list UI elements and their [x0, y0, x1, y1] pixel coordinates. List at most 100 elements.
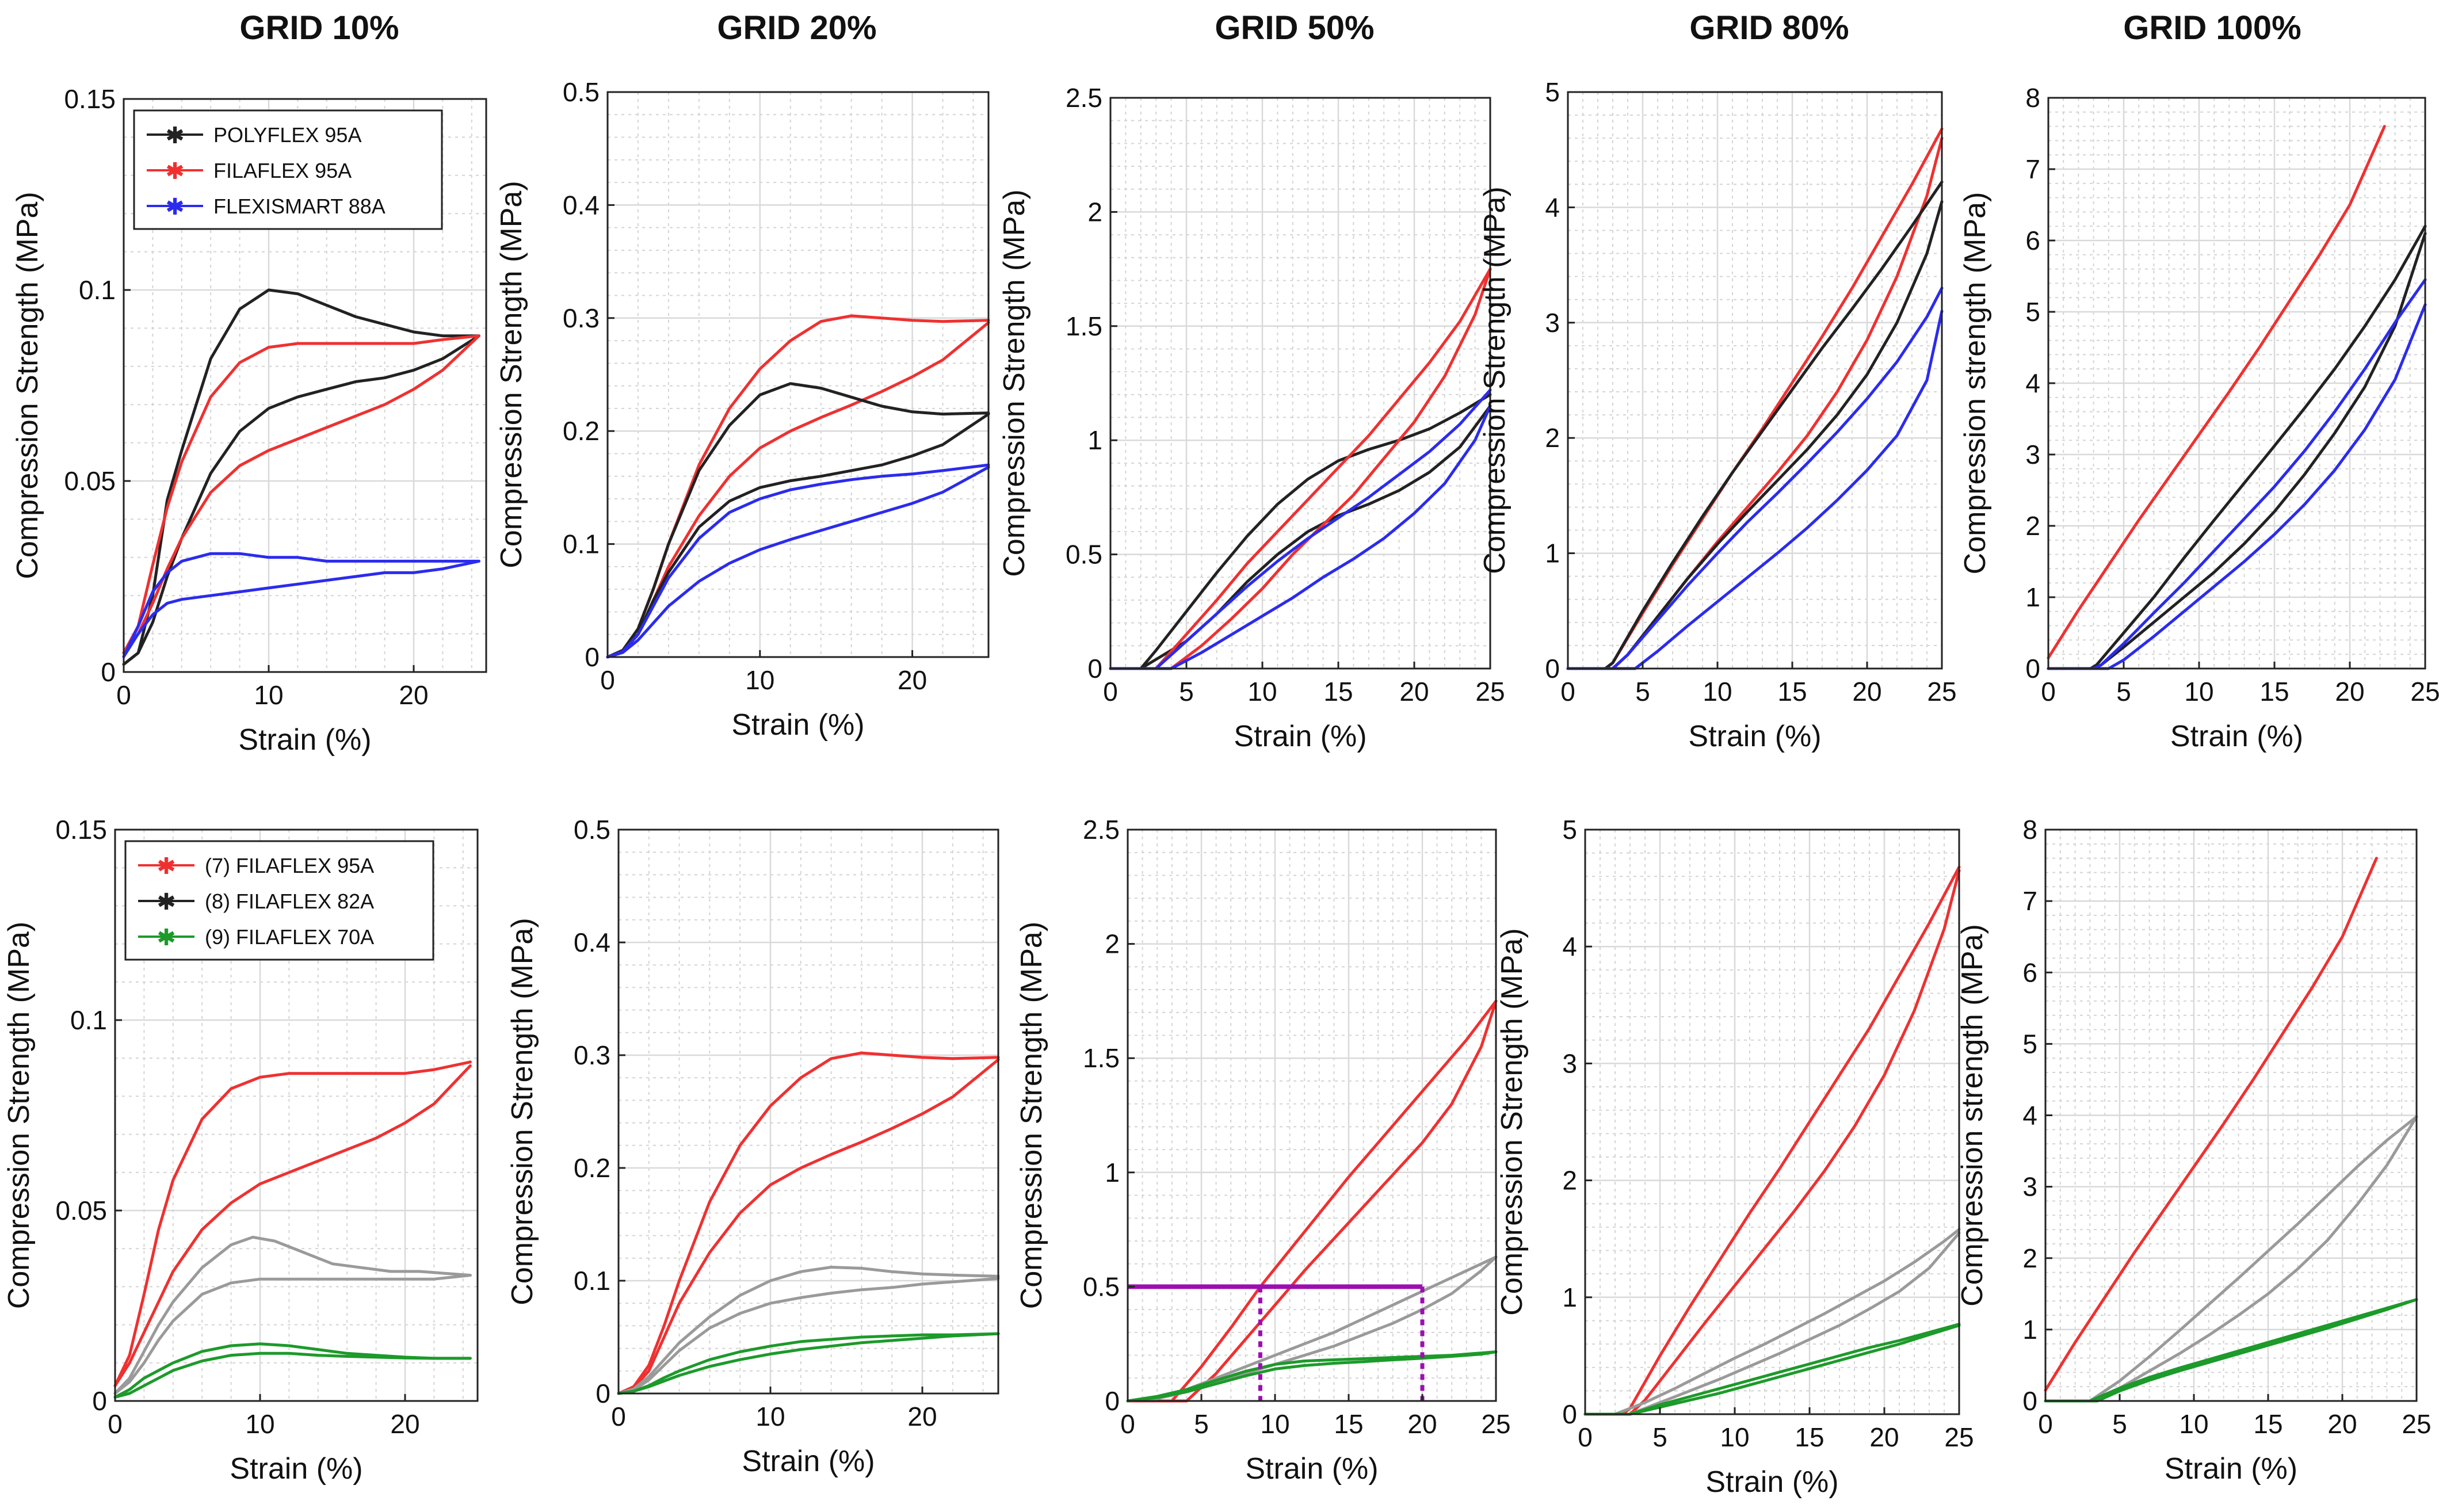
plot-frame: [123, 98, 487, 673]
y-tick-label: 0.05: [55, 1196, 107, 1225]
plot-frame: [1584, 828, 1960, 1415]
y-tick-label: 1: [1545, 539, 1560, 568]
tick-labels: 0 5 10 15 20 25 0 1 2 3 4 5 6 7 8: [2022, 815, 2431, 1439]
series-line-7-filaflex-95a-0: [617, 1051, 1000, 1395]
series-line-8-filaflex-82a-3: [113, 1274, 472, 1395]
y-tick-label: 1: [1087, 425, 1102, 455]
chart-panel-r2c1: 0 10 20 0 0.05 0.1 0.15 Strain (%) Compression S…: [2, 815, 479, 1486]
x-tick-label: 15: [1777, 677, 1807, 707]
series-line-8-filaflex-82a-1: [2044, 1115, 2418, 1403]
tick-labels: 0 10 20 0 0.1 0.2 0.3 0.4 0.5: [563, 77, 927, 695]
column-title-grid-80: GRID 80%: [1689, 9, 1849, 47]
chart-panel-r1c3: 0 5 10 15 20 25 0 0.5 1 1.5 2 2.5 Strain (%) Compress…: [998, 83, 1505, 753]
y-tick-label: 0: [2022, 1386, 2037, 1416]
series-line-7-filaflex-95a-0: [2044, 857, 2378, 1392]
tick-labels: 0 10 20 0 0.05 0.1 0.15: [64, 84, 428, 710]
y-tick-label: 0.1: [70, 1005, 107, 1035]
legend-marker-icon: ✱: [157, 853, 176, 880]
y-tick-label: 2: [1545, 423, 1560, 453]
x-tick-label: 0: [2041, 677, 2056, 707]
x-tick-label: 10: [1720, 1422, 1749, 1452]
tick-labels: 0 10 20 0 0.05 0.1 0.15: [55, 815, 419, 1439]
plot-background: [1568, 92, 1942, 669]
x-tick-label: 15: [1323, 677, 1353, 707]
series-line-7-filaflex-95a-1: [1583, 869, 1961, 1416]
y-axis-label: Compression Strength (MPa): [506, 918, 539, 1305]
y-tick-label: 1.5: [1066, 311, 1102, 341]
plot-frame: [114, 828, 479, 1402]
annotation-group: [1128, 1284, 1425, 1401]
x-tick-label: 20: [2335, 677, 2364, 707]
series-line-7-filaflex-95a-0: [1583, 865, 1961, 1416]
legend: ✱ (7) FILAFLEX 95A ✱ (8) FILAFLEX 82A ✱ (9) F…: [124, 840, 434, 961]
x-tick-label: 20: [1869, 1422, 1899, 1452]
tick-labels: 0 5 10 15 20 25 0 1 2 3 4 5: [1545, 77, 1956, 707]
series-line-9-filaflex-70a-5: [113, 1351, 472, 1399]
series-group: [617, 1051, 1000, 1395]
x-tick-label: 15: [2253, 1409, 2282, 1439]
series-group: [1109, 268, 1492, 670]
y-tick-label: 0: [1562, 1399, 1577, 1429]
y-tick-label: 4: [1562, 931, 1577, 961]
series-group: [113, 1060, 472, 1399]
y-axis-label: Compression Strength (MPa): [11, 192, 44, 579]
chart-panel-r2c4: 0 5 10 15 20 25 0 1 2 3 4 5 Strain (%) Compression St…: [1495, 815, 1974, 1499]
y-tick-label: 1: [2025, 582, 2040, 612]
series-line-8-filaflex-82a-3: [1583, 1231, 1961, 1416]
x-tick-label: 20: [1399, 677, 1429, 707]
x-tick-label: 0: [600, 665, 615, 695]
x-tick-label: 0: [1103, 677, 1118, 707]
x-tick-label: 20: [2327, 1409, 2357, 1439]
y-tick-label: 5: [1545, 77, 1560, 107]
series-line-8-filaflex-82a-2: [1583, 1228, 1961, 1416]
series-line-9-filaflex-70a-5: [1126, 1350, 1498, 1403]
y-tick-label: 4: [2022, 1101, 2037, 1131]
series-line-flexismart-88a-5: [1109, 404, 1492, 670]
y-tick-label: 0.15: [55, 815, 107, 845]
y-tick-label: 1: [1105, 1158, 1120, 1188]
series-line-filaflex-95a-3: [1109, 268, 1492, 670]
x-axis-label: Strain (%): [2170, 720, 2303, 753]
y-tick-label: 0.5: [574, 815, 610, 845]
y-tick-label: 0.2: [574, 1153, 610, 1183]
series-group: [1566, 127, 1944, 670]
x-tick-label: 10: [1260, 1409, 1289, 1439]
y-tick-label: 3: [1545, 308, 1560, 338]
x-axis-label: Strain (%): [1688, 720, 1821, 753]
x-axis-label: Strain (%): [230, 1452, 362, 1486]
column-title-grid-50: GRID 50%: [1215, 9, 1374, 47]
plot-frame: [606, 91, 990, 658]
y-tick-label: 7: [2022, 886, 2037, 916]
plot-frame: [1567, 91, 1943, 670]
y-tick-label: 0.5: [1066, 540, 1102, 570]
x-tick-label: 10: [245, 1409, 274, 1439]
series-line-polyflex-95a-0: [122, 288, 480, 666]
x-tick-label: 0: [116, 680, 131, 710]
legend-label: (8) FILAFLEX 82A: [205, 889, 374, 913]
series-line-flexismart-88a-4: [1566, 287, 1944, 670]
series-line-9-filaflex-70a-5: [1583, 1324, 1961, 1416]
plot-frame: [1109, 97, 1491, 670]
x-tick-label: 10: [1247, 677, 1277, 707]
legend-label: (9) FILAFLEX 70A: [205, 925, 374, 949]
x-tick-label: 10: [254, 680, 283, 710]
x-axis-label: Strain (%): [1234, 720, 1367, 753]
x-tick-label: 20: [399, 680, 428, 710]
x-axis-label: Strain (%): [731, 708, 864, 742]
tick-labels: 0 5 10 15 20 25 0 1 2 3 4 5 6 7 8: [2025, 83, 2439, 707]
series-line-9-filaflex-70a-5: [617, 1332, 1000, 1395]
x-tick-label: 15: [1795, 1422, 1824, 1452]
plot-frame: [617, 828, 999, 1395]
x-axis-label: Strain (%): [238, 723, 371, 757]
x-tick-label: 0: [2038, 1409, 2053, 1439]
series-line-flexismart-88a-5: [1566, 310, 1944, 670]
y-tick-label: 8: [2025, 83, 2040, 113]
x-tick-label: 20: [907, 1402, 937, 1431]
legend: ✱ POLYFLEX 95A ✱ FILAFLEX 95A ✱ FLEXISMART 88…: [133, 109, 443, 230]
series-line-flexismart-88a-4: [606, 463, 990, 659]
column-title-grid-10: GRID 10%: [239, 9, 399, 47]
tick-labels: 0 5 10 15 20 25 0 0.5 1 1.5 2 2.5: [1066, 83, 1505, 707]
x-tick-label: 5: [2116, 677, 2131, 707]
series-line-filaflex-95a-3: [122, 334, 480, 655]
